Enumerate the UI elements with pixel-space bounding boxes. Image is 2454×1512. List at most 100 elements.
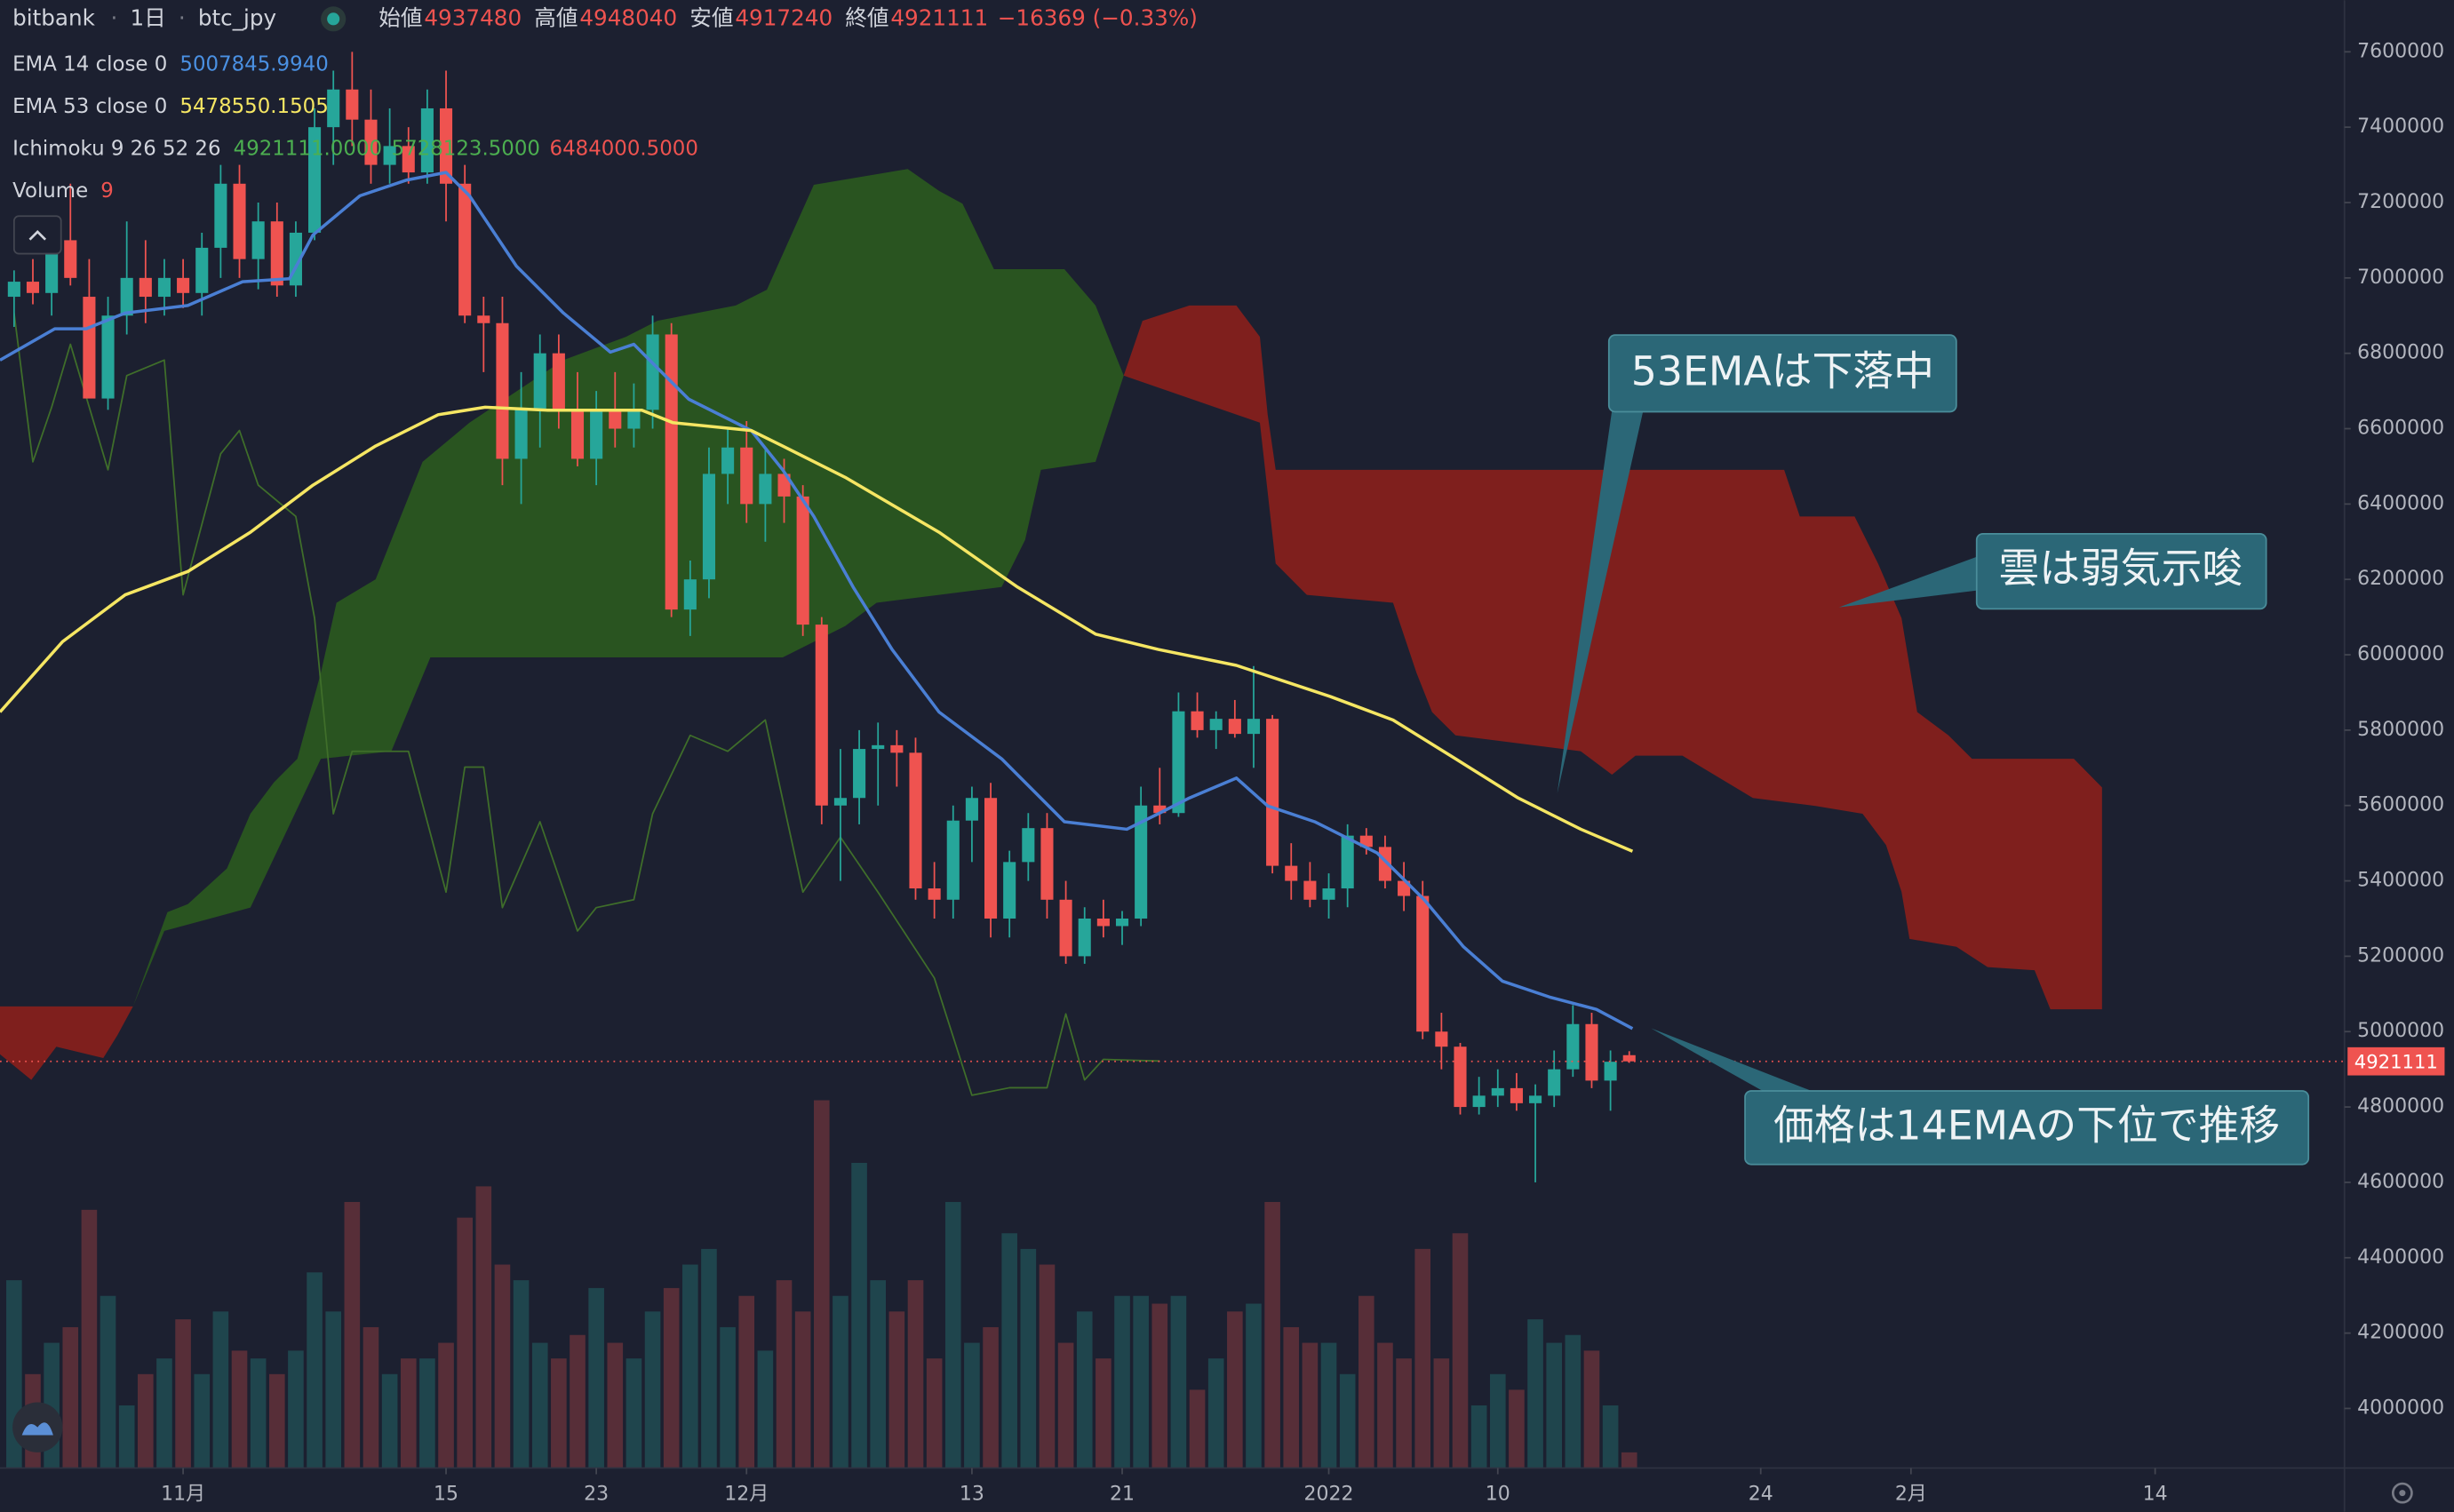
volume-bar xyxy=(457,1217,473,1468)
candle-body xyxy=(1096,918,1110,927)
candle-body xyxy=(815,625,828,806)
ohlc-label: 安値 xyxy=(689,4,733,30)
volume-bar xyxy=(757,1350,774,1468)
volume-bar xyxy=(1320,1342,1337,1468)
candle-body xyxy=(402,146,415,173)
x-tick-label: 2月 xyxy=(1895,1483,1927,1505)
volume-bar xyxy=(1565,1334,1582,1468)
plot-area xyxy=(0,52,2345,1468)
volume-bar xyxy=(268,1373,285,1468)
volume-bar xyxy=(1151,1303,1168,1468)
volume-bar xyxy=(156,1358,172,1468)
candle-body xyxy=(1135,805,1148,919)
volume-bar xyxy=(250,1358,267,1468)
y-tick-label: 6800000 xyxy=(2357,342,2444,364)
candle-body xyxy=(101,315,115,399)
y-tick-label: 5200000 xyxy=(2357,944,2444,967)
volume-bar xyxy=(1133,1295,1149,1468)
candle-body xyxy=(327,89,340,128)
legend-readout: 5728123.5000 xyxy=(392,137,540,160)
legend-entry: EMA 14 close 0 5007845.9940 xyxy=(12,52,329,76)
logo[interactable] xyxy=(12,1402,63,1452)
x-tick-label: 11月 xyxy=(161,1483,205,1505)
x-tick-label: 10 xyxy=(1486,1483,1510,1505)
volume-bar xyxy=(1001,1233,1017,1468)
volume-bar xyxy=(1189,1389,1206,1468)
volume-bar xyxy=(1433,1358,1450,1468)
volume-bar xyxy=(794,1311,811,1468)
y-tick-label: 4000000 xyxy=(2357,1397,2444,1419)
ichimoku-cloud xyxy=(132,169,1124,1007)
callout-text: 53EMAは下落中 xyxy=(1631,347,1934,395)
volume-bar xyxy=(363,1326,379,1468)
candle-body xyxy=(683,579,697,610)
volume-bar xyxy=(381,1373,398,1468)
volume-bar xyxy=(1509,1389,1525,1468)
ohlc-value: 4937480 xyxy=(424,4,522,30)
volume-bar xyxy=(231,1350,248,1468)
y-tick-label: 7400000 xyxy=(2357,115,2444,138)
volume-bar xyxy=(1452,1233,1469,1468)
volume-bar xyxy=(888,1311,905,1468)
volume-bar xyxy=(1602,1405,1619,1468)
price-label-box xyxy=(2347,1046,2445,1076)
volume-bar xyxy=(138,1373,154,1468)
candle-body xyxy=(665,334,678,610)
candle-body xyxy=(7,282,20,298)
candle-body xyxy=(609,410,622,429)
candle-body xyxy=(1566,1023,1580,1070)
legend-entry: Volume 9 xyxy=(12,179,114,203)
volume-bar xyxy=(1114,1295,1130,1468)
volume-bar xyxy=(212,1311,229,1468)
volume-bar xyxy=(1057,1342,1074,1468)
legend-entry: EMA 53 close 0 5478550.1505 xyxy=(12,94,329,117)
interval: 1日 xyxy=(130,4,165,30)
candle-body xyxy=(946,820,960,900)
candle-body xyxy=(909,752,922,889)
candle-body xyxy=(984,798,998,919)
candle-body xyxy=(1228,719,1241,735)
ema-line xyxy=(0,405,1634,853)
status-icon xyxy=(327,12,340,26)
volume-bar xyxy=(1339,1373,1356,1468)
volume-bar xyxy=(1302,1342,1319,1468)
y-tick-label: 4600000 xyxy=(2357,1171,2444,1193)
candle-body xyxy=(1529,1095,1542,1103)
candle-body xyxy=(1604,1062,1617,1081)
y-tick-label: 6000000 xyxy=(2357,643,2444,665)
legend-name: EMA 14 close 0 xyxy=(12,52,167,76)
volume-bar xyxy=(81,1209,98,1468)
collapse-button[interactable] xyxy=(12,215,62,255)
candle-body xyxy=(1585,1023,1598,1081)
header: bitbank · 1日 · btc_jpy xyxy=(12,4,276,30)
candle-body xyxy=(533,353,546,410)
candle-body xyxy=(721,447,735,474)
y-tick-label: 4800000 xyxy=(2357,1095,2444,1118)
exchange: bitbank xyxy=(12,4,96,30)
candle-body xyxy=(1416,895,1430,1032)
x-tick-label: 23 xyxy=(584,1483,609,1505)
volume-bar xyxy=(475,1186,492,1468)
candle-body xyxy=(1491,1087,1504,1096)
volume-bar xyxy=(1527,1319,1543,1468)
volume-bar xyxy=(118,1405,135,1468)
legend-readout: 5478550.1505 xyxy=(179,94,328,117)
candle-body xyxy=(1003,862,1016,919)
ohlc-label: 終値 xyxy=(845,4,888,30)
candle-body xyxy=(1153,805,1167,814)
candle-body xyxy=(1285,865,1298,881)
y-tick-label: 4400000 xyxy=(2357,1246,2444,1269)
legend-name: EMA 53 close 0 xyxy=(12,94,167,117)
ichimoku-cloud xyxy=(1123,305,2102,1010)
volume-bar xyxy=(682,1264,698,1468)
logo-icon xyxy=(21,1422,53,1436)
collapse-button-frame[interactable] xyxy=(12,215,62,255)
volume-bar xyxy=(1207,1358,1224,1468)
settings-icon[interactable] xyxy=(2391,1482,2413,1504)
legend-readout: 4921111.0000 xyxy=(234,137,382,160)
candle-body xyxy=(1172,711,1185,814)
settings-button[interactable] xyxy=(2391,1482,2413,1504)
candle-body xyxy=(477,315,490,323)
volume-bar xyxy=(100,1295,116,1468)
